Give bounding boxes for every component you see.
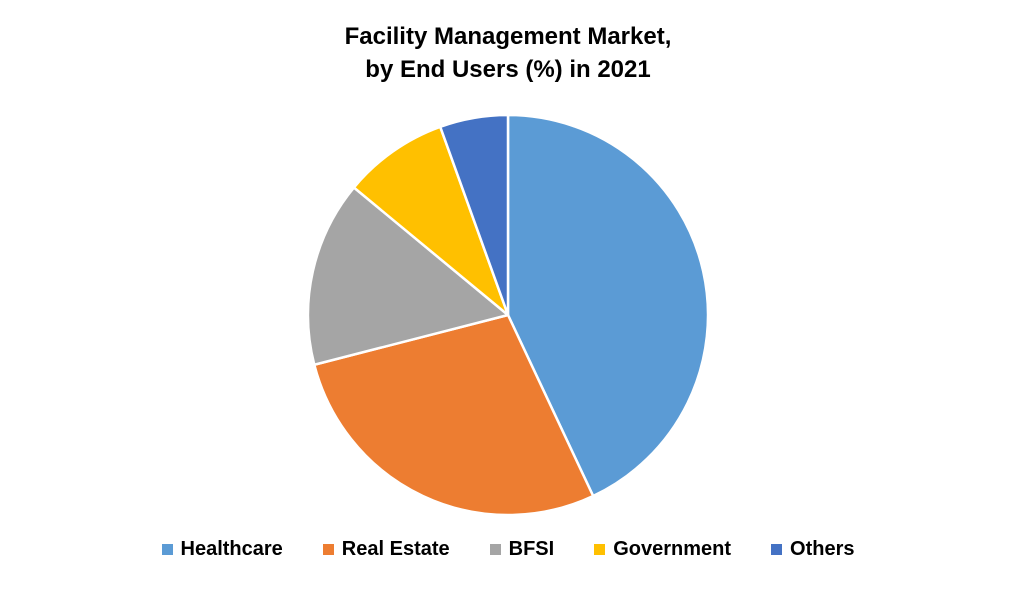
pie-slice-bfsi [306, 186, 510, 366]
legend-swatch-government [594, 544, 606, 555]
legend-item-healthcare: Healthcare [161, 538, 283, 561]
legend-item-government: Government [594, 538, 731, 561]
legend-swatch-others [771, 544, 783, 555]
legend-label-healthcare: Healthcare [180, 538, 283, 560]
legend-swatch-bfsi [489, 544, 501, 555]
pie-slices [306, 113, 710, 517]
legend: Healthcare Real Estate BFSI Government O… [0, 538, 1016, 561]
legend-item-bfsi: BFSI [489, 538, 555, 561]
chart-title: Facility Management Market, by End Users… [0, 20, 1016, 86]
pie-slice-healthcare [506, 113, 710, 498]
chart-title-line-1: Facility Management Market, [344, 23, 672, 50]
pie-slice-others [439, 113, 510, 317]
legend-label-others: Others [790, 538, 855, 560]
legend-item-real-estate: Real Estate [322, 538, 450, 561]
pie-slice-government [352, 125, 510, 317]
legend-label-government: Government [613, 538, 732, 560]
legend-swatch-healthcare [161, 544, 173, 555]
legend-swatch-real-estate [322, 544, 334, 555]
legend-item-others: Others [771, 538, 854, 561]
chart-title-line-2: by End Users (%) in 2021 [365, 56, 651, 83]
legend-label-real-estate: Real Estate [341, 538, 450, 560]
pie-slice-real-estate [313, 313, 595, 517]
legend-label-bfsi: BFSI [508, 538, 555, 560]
